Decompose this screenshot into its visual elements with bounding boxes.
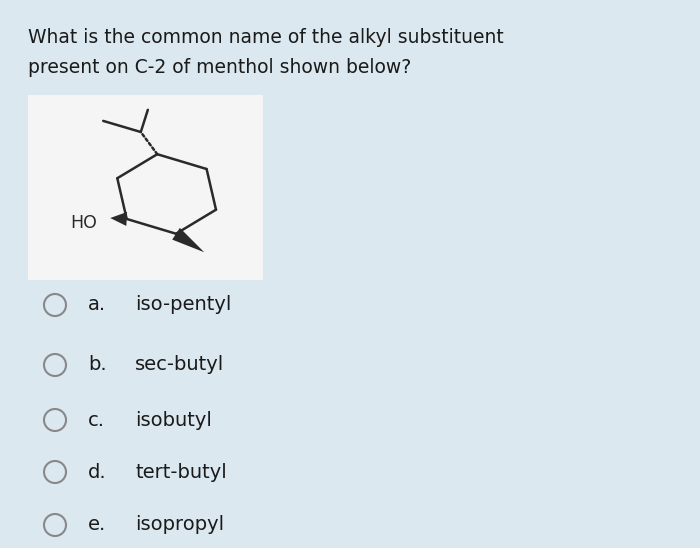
Text: HO: HO: [70, 214, 97, 232]
Text: tert-butyl: tert-butyl: [135, 463, 227, 482]
Text: sec-butyl: sec-butyl: [135, 356, 224, 374]
Text: d.: d.: [88, 463, 106, 482]
Text: present on C-2 of menthol shown below?: present on C-2 of menthol shown below?: [28, 58, 412, 77]
Text: b.: b.: [88, 356, 106, 374]
Text: e.: e.: [88, 516, 106, 534]
Text: What is the common name of the alkyl substituent: What is the common name of the alkyl sub…: [28, 28, 504, 47]
Polygon shape: [172, 228, 204, 252]
Text: a.: a.: [88, 295, 106, 315]
Text: c.: c.: [88, 410, 105, 430]
Polygon shape: [111, 212, 127, 226]
Text: isobutyl: isobutyl: [135, 410, 212, 430]
Bar: [28, 95, 263, 280]
Text: isopropyl: isopropyl: [135, 516, 224, 534]
Text: iso-pentyl: iso-pentyl: [135, 295, 232, 315]
